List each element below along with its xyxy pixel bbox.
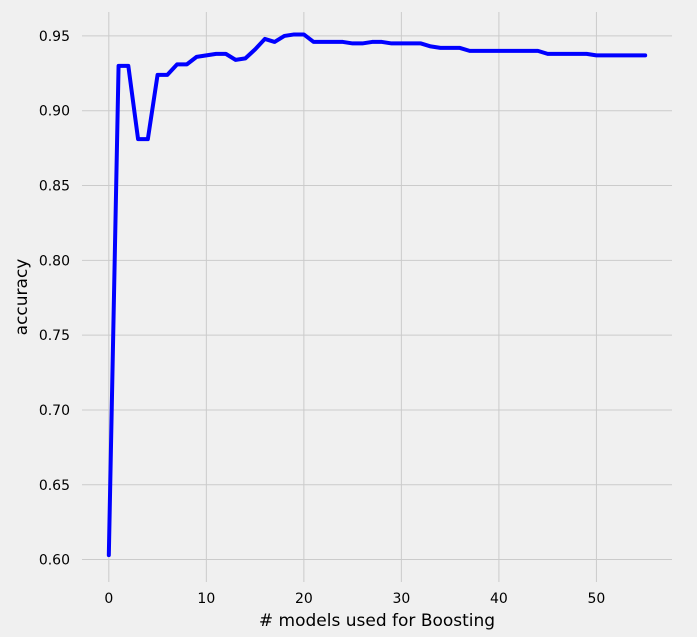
y-tick-label: 0.70	[39, 403, 70, 419]
x-tick-label: 50	[588, 591, 606, 607]
y-tick-label: 0.95	[39, 29, 70, 45]
data-points	[108, 34, 646, 556]
grid	[82, 12, 672, 582]
y-tick-label: 0.80	[39, 253, 70, 269]
y-axis-title: accuracy	[12, 259, 32, 336]
x-tick-label: 0	[104, 591, 113, 607]
y-tick-label: 0.75	[39, 328, 70, 344]
y-tick-label: 0.90	[39, 104, 70, 120]
x-tick-labels: 0 10 20 30 40 50	[104, 591, 605, 607]
x-tick-label: 20	[295, 591, 313, 607]
y-tick-labels: 0.60 0.65 0.70 0.75 0.80 0.85 0.90 0.95	[39, 29, 70, 569]
x-tick-label: 30	[392, 591, 410, 607]
x-tick-label: 10	[197, 591, 215, 607]
y-tick-label: 0.65	[39, 478, 70, 494]
y-tick-label: 0.85	[39, 179, 70, 195]
y-tick-label: 0.60	[39, 553, 70, 569]
x-axis-title: # models used for Boosting	[259, 611, 495, 631]
x-tick-label: 40	[490, 591, 508, 607]
accuracy-series-line	[106, 32, 648, 558]
